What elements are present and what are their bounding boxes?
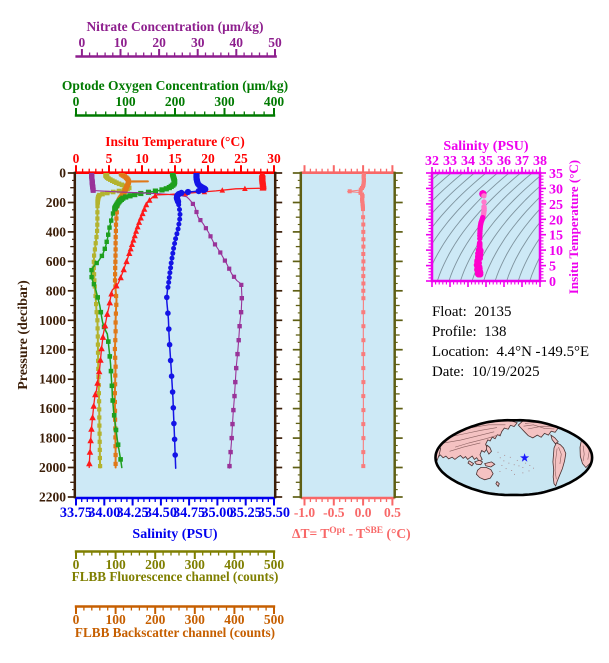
svg-text:25: 25 [234, 151, 248, 166]
svg-text:36: 36 [497, 154, 511, 169]
svg-text:38: 38 [533, 154, 547, 169]
svg-text:Pressure (decibar): Pressure (decibar) [16, 280, 31, 390]
svg-text:0: 0 [59, 166, 66, 181]
svg-text:34.25: 34.25 [117, 505, 149, 521]
svg-text:400: 400 [46, 224, 67, 239]
svg-text:ΔT= TOpt - TSBE (°C): ΔT= TOpt - TSBE (°C) [292, 526, 411, 541]
svg-text:30: 30 [267, 151, 281, 166]
svg-text:35.25: 35.25 [230, 505, 262, 521]
svg-text:1800: 1800 [39, 431, 66, 446]
svg-text:-1.0: -1.0 [294, 505, 316, 520]
svg-text:1400: 1400 [39, 372, 66, 387]
svg-text:10: 10 [549, 244, 563, 259]
svg-text:20: 20 [201, 151, 215, 166]
svg-text:500: 500 [264, 612, 285, 627]
svg-text:0: 0 [549, 275, 556, 290]
svg-text:Nitrate Concentration (μm/kg): Nitrate Concentration (μm/kg) [86, 19, 263, 34]
svg-text:500: 500 [264, 557, 285, 572]
svg-text:10: 10 [135, 151, 149, 166]
svg-text:33: 33 [443, 154, 457, 169]
svg-text:35.50: 35.50 [258, 505, 290, 521]
svg-text:2000: 2000 [39, 460, 66, 475]
svg-text:0: 0 [73, 151, 80, 166]
svg-text:300: 300 [214, 94, 235, 109]
svg-text:34: 34 [461, 154, 475, 169]
svg-text:0: 0 [73, 557, 80, 572]
svg-text:300: 300 [185, 612, 206, 627]
svg-text:0: 0 [73, 612, 80, 627]
svg-text:33.75: 33.75 [60, 505, 92, 521]
svg-text:100: 100 [115, 94, 136, 109]
svg-text:200: 200 [46, 195, 67, 210]
svg-text:Float: 20135: Float: 20135 [432, 304, 511, 320]
svg-text:Profile: 138: Profile: 138 [432, 324, 506, 340]
svg-text:50: 50 [268, 35, 282, 50]
svg-text:30: 30 [549, 182, 563, 197]
svg-text:34.50: 34.50 [145, 505, 177, 521]
svg-text:Optode Oxygen Concentration (μ: Optode Oxygen Concentration (μm/kg) [62, 78, 288, 93]
svg-text:Salinity (PSU): Salinity (PSU) [443, 139, 529, 154]
svg-text:0: 0 [73, 94, 80, 109]
svg-text:Insitu Temperature (°C): Insitu Temperature (°C) [566, 160, 581, 294]
svg-text:100: 100 [105, 557, 126, 572]
svg-text:800: 800 [46, 283, 67, 298]
svg-text:35: 35 [549, 167, 563, 182]
svg-text:Date: 10/19/2025: Date: 10/19/2025 [432, 364, 540, 380]
svg-text:0: 0 [79, 35, 86, 50]
svg-text:1200: 1200 [39, 342, 66, 357]
svg-text:600: 600 [46, 254, 67, 269]
svg-text:5: 5 [549, 260, 556, 275]
svg-text:25: 25 [549, 198, 563, 213]
svg-text:5: 5 [106, 151, 113, 166]
svg-text:10: 10 [114, 35, 128, 50]
svg-text:200: 200 [145, 612, 166, 627]
svg-text:FLBB Fluorescence channel (cou: FLBB Fluorescence channel (counts) [72, 569, 279, 584]
svg-text:0.5: 0.5 [384, 505, 401, 520]
svg-text:34.75: 34.75 [173, 505, 205, 521]
svg-text:15: 15 [168, 151, 182, 166]
svg-text:Salinity (PSU): Salinity (PSU) [132, 527, 218, 542]
svg-text:400: 400 [224, 612, 245, 627]
svg-text:1600: 1600 [39, 401, 66, 416]
svg-text:400: 400 [224, 557, 245, 572]
svg-text:37: 37 [515, 154, 529, 169]
svg-text:15: 15 [549, 229, 563, 244]
svg-text:400: 400 [264, 94, 285, 109]
svg-text:32: 32 [425, 154, 439, 169]
svg-text:30: 30 [191, 35, 205, 50]
svg-text:20: 20 [549, 213, 563, 228]
svg-text:Location: 4.4°N -149.5°E: Location: 4.4°N -149.5°E [432, 344, 589, 360]
svg-text:40: 40 [230, 35, 244, 50]
svg-text:200: 200 [145, 557, 166, 572]
svg-text:20: 20 [152, 35, 166, 50]
svg-text:300: 300 [185, 557, 206, 572]
svg-text:100: 100 [105, 612, 126, 627]
svg-text:35.00: 35.00 [201, 505, 233, 521]
svg-text:34.00: 34.00 [88, 505, 120, 521]
svg-text:200: 200 [165, 94, 186, 109]
svg-text:35: 35 [479, 154, 493, 169]
svg-text:Insitu Temperature (°C): Insitu Temperature (°C) [105, 134, 244, 149]
svg-text:-0.5: -0.5 [323, 505, 345, 520]
svg-text:FLBB Backscatter channel (coun: FLBB Backscatter channel (counts) [75, 625, 275, 640]
svg-text:1000: 1000 [39, 313, 66, 328]
svg-text:0.0: 0.0 [355, 505, 372, 520]
svg-text:2200: 2200 [39, 490, 66, 505]
